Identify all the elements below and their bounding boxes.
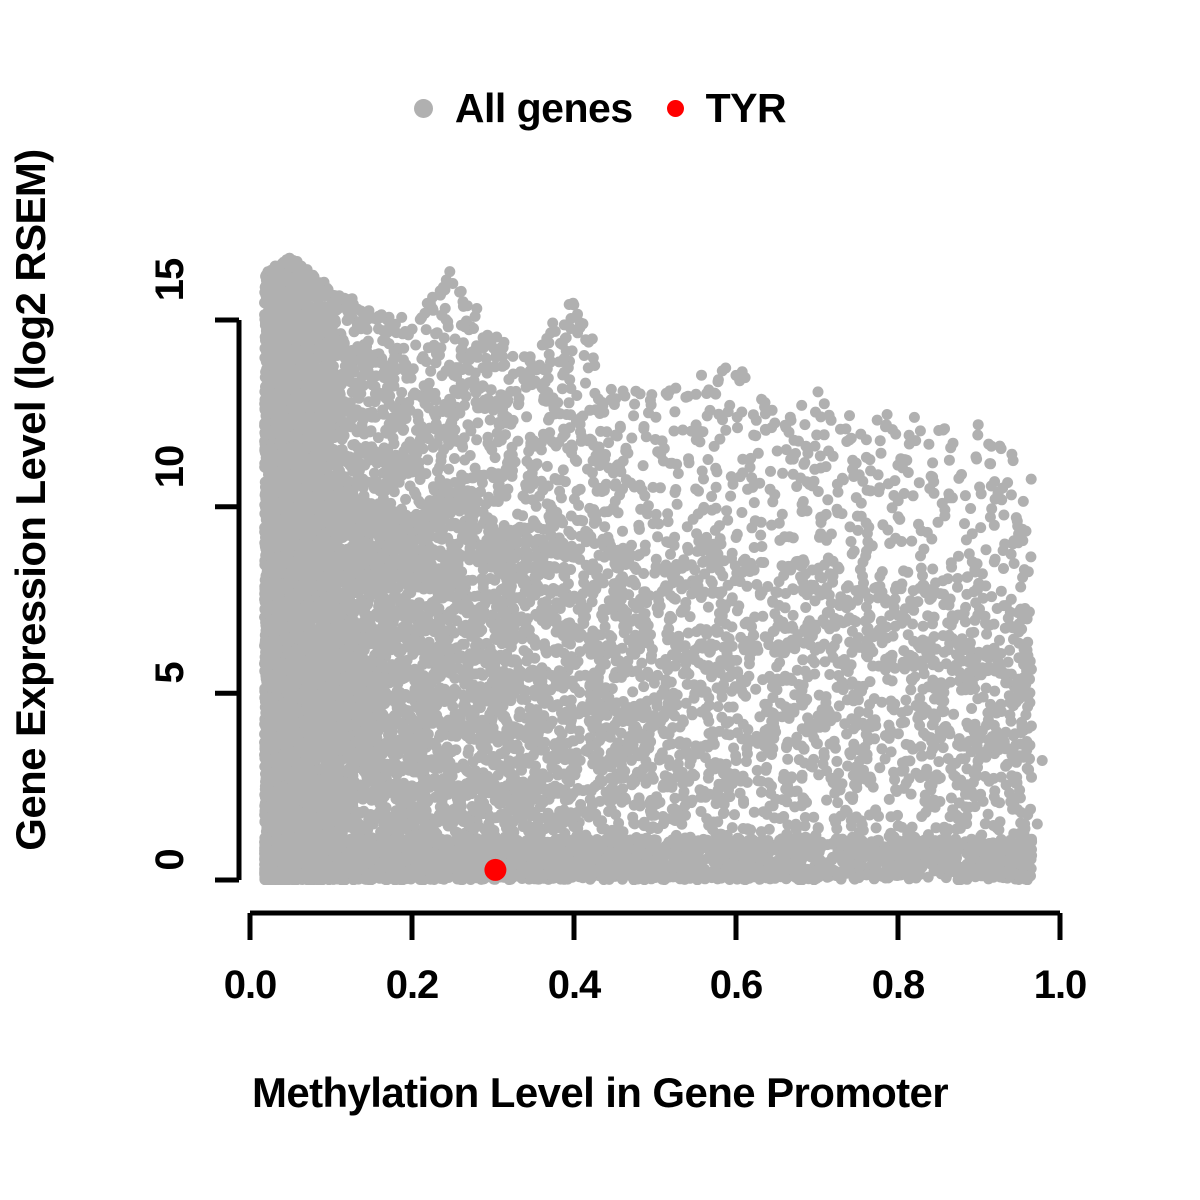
legend-label-tyr: TYR (705, 84, 787, 131)
chart-legend: All genes TYR (0, 78, 1200, 138)
x-tick-label-4: 0.8 (871, 963, 926, 1007)
x-axis-title: Methylation Level in Gene Promoter (251, 1069, 949, 1116)
y-tick-label-0: 0 (148, 849, 192, 871)
y-axis-title: Gene Expression Level (log2 RSEM) (0, 0, 62, 1000)
x-tick-label-0: 0.0 (223, 963, 278, 1007)
x-axis (247, 910, 1063, 940)
y-tick-label-5: 5 (148, 662, 192, 684)
plot-data-area (250, 245, 1062, 885)
legend-entry-all-genes: All genes (413, 84, 633, 131)
x-tick-label-3: 0.6 (709, 963, 764, 1007)
x-tick-label-2: 0.4 (547, 963, 602, 1007)
y-axis-title-text: Gene Expression Level (log2 RSEM) (7, 149, 54, 851)
legend-label-all-genes: All genes (454, 84, 633, 131)
y-axis (215, 317, 242, 883)
legend-swatch-circle-icon (666, 99, 684, 117)
y-tick-label-15: 15 (148, 258, 192, 302)
x-tick-label-1: 0.2 (385, 963, 440, 1007)
legend-swatch-circle-icon (413, 98, 433, 118)
y-tick-label-10: 10 (148, 445, 192, 489)
series-tyr (484, 858, 507, 881)
legend-entry-tyr: TYR (666, 84, 787, 131)
scatter-points-layer (259, 252, 1048, 885)
x-tick-label-5: 1.0 (1033, 963, 1088, 1007)
series-all-genes (259, 252, 1048, 885)
